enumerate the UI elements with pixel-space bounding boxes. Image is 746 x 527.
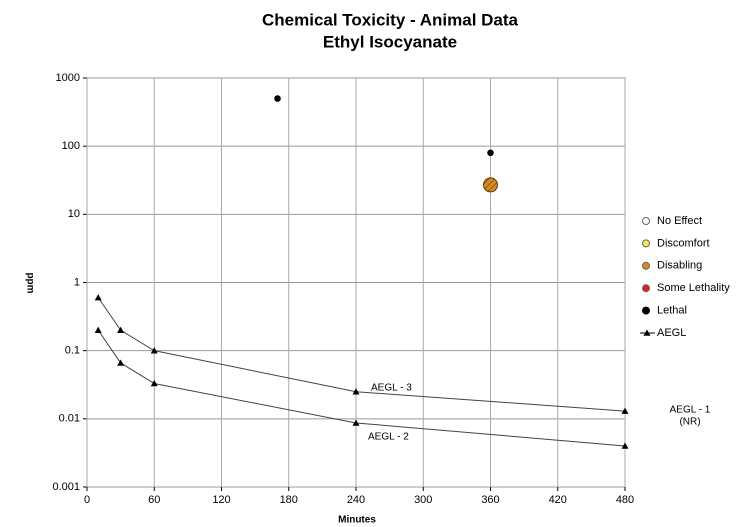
aegl-marker	[94, 326, 102, 333]
line-label: AEGL - 3	[371, 383, 412, 394]
data-point	[274, 95, 281, 102]
x-tick-label: 0	[84, 494, 90, 506]
legend-marker	[643, 329, 651, 336]
y-axis-label: ppm	[24, 272, 35, 293]
chart-title: Chemical Toxicity - Animal Data	[262, 10, 519, 29]
x-axis-label: Minutes	[338, 515, 376, 526]
legend-label: Disabling	[657, 260, 702, 272]
y-tick-label: 100	[62, 140, 80, 152]
x-tick-label: 240	[347, 494, 365, 506]
aegl-marker	[117, 326, 125, 333]
legend-marker	[642, 239, 650, 248]
aegl-marker	[352, 388, 360, 395]
y-tick-label: 0.01	[59, 413, 80, 425]
legend-label: AEGL	[657, 327, 686, 339]
chart-subtitle: Ethyl Isocyanate	[323, 32, 457, 51]
x-tick-label: 420	[549, 494, 567, 506]
data-point	[487, 149, 494, 157]
legend-marker	[642, 217, 650, 225]
x-tick-label: 480	[616, 494, 634, 506]
x-tick-label: 180	[280, 494, 298, 506]
y-tick-label: 0.001	[52, 481, 80, 493]
legend-label: Discomfort	[657, 237, 710, 249]
annotation: AEGL - 1	[670, 405, 711, 416]
y-tick-label: 10	[68, 208, 80, 220]
x-tick-label: 120	[212, 494, 230, 506]
aegl-marker	[150, 379, 158, 387]
legend-marker	[642, 261, 650, 270]
data-point	[483, 177, 498, 193]
x-tick-label: 300	[414, 494, 432, 506]
legend-marker	[642, 284, 650, 293]
legend-label: No Effect	[657, 215, 702, 227]
legend-label: Lethal	[657, 305, 687, 317]
aegl-marker	[117, 359, 125, 366]
aegl-marker	[621, 442, 629, 449]
aegl-marker	[94, 294, 102, 301]
x-tick-label: 360	[481, 494, 499, 506]
aegl-marker	[621, 407, 629, 414]
y-tick-label: 1	[74, 276, 80, 288]
y-tick-label: 1000	[56, 72, 80, 84]
x-tick-label: 60	[148, 494, 160, 506]
aegl-marker	[150, 347, 158, 354]
annotation: (NR)	[679, 417, 700, 428]
aegl-marker	[352, 419, 360, 426]
line-label: AEGL - 2	[368, 432, 409, 443]
y-tick-label: 0.1	[65, 345, 80, 357]
legend-label: Some Lethality	[657, 282, 730, 294]
legend-marker	[642, 306, 650, 315]
